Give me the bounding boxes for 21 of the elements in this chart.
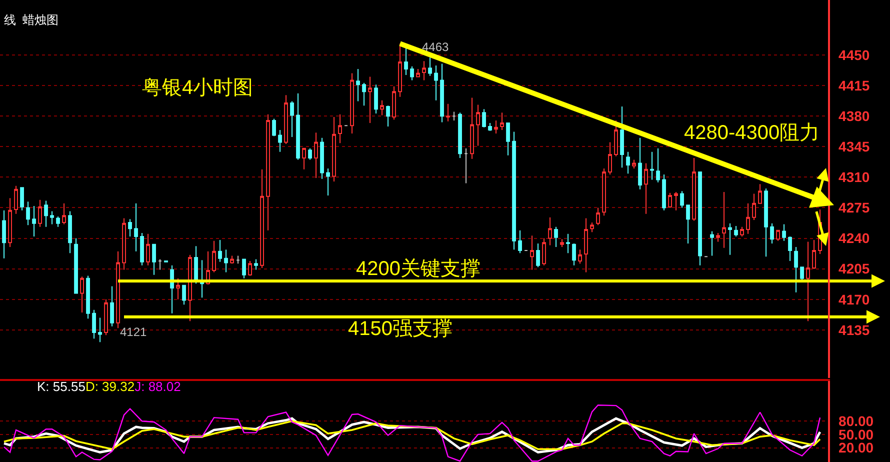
y-tick-label: 20.00	[838, 440, 874, 456]
ref-line-label: 4200关键支撑	[356, 258, 480, 280]
y-tick-label: 4415	[838, 77, 870, 94]
y-tick-label: 4275	[838, 200, 870, 216]
ref-line-label: 4150强支撑	[348, 318, 452, 340]
y-tick-label: 4310	[838, 169, 870, 186]
y-tick-label: 4240	[838, 230, 870, 246]
annotation: 4121	[120, 325, 148, 339]
annotation: 线 蜡烛图	[4, 13, 59, 27]
text: D: 39.32	[85, 379, 135, 394]
text: 粤银4小时图	[142, 77, 254, 99]
y-tick-label: 4135	[838, 322, 870, 338]
series-label: 4280-4300阻力	[684, 122, 820, 144]
y-tick-label: 4170	[838, 291, 870, 308]
series-label: J: 88.02	[134, 379, 181, 394]
text: K: 55.55	[37, 379, 86, 394]
y-tick-label: 4345	[838, 138, 870, 155]
annotation: 4463	[422, 40, 450, 54]
y-tick-label: 4450	[838, 46, 870, 63]
y-tick-label: 4380	[838, 108, 870, 124]
y-tick-label: 4205	[838, 260, 870, 277]
